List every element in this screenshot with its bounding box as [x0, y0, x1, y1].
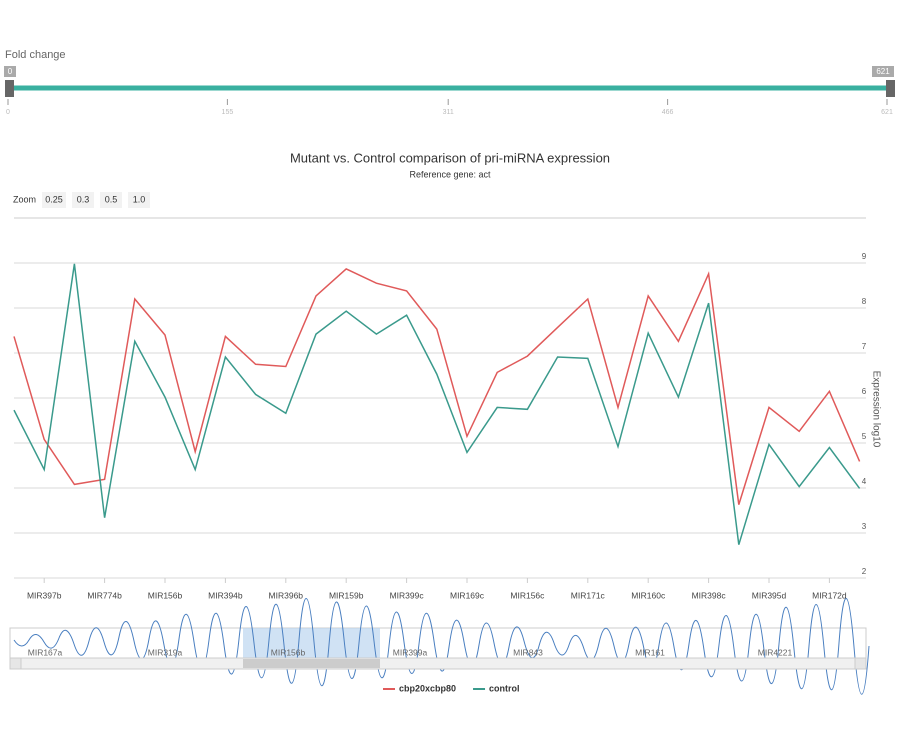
zoom-option[interactable]: 1.0 — [133, 194, 146, 204]
navigator-label: MIR161 — [635, 647, 665, 657]
x-tick-label: MIR171c — [571, 590, 606, 600]
zoom-button[interactable] — [100, 192, 122, 208]
x-tick-label: MIR399c — [390, 590, 425, 600]
navigator-line — [13, 598, 870, 695]
x-tick-label: MIR159b — [329, 590, 364, 600]
x-tick-label: MIR169c — [450, 590, 485, 600]
x-tick-label: MIR396b — [269, 590, 304, 600]
y-tick-label: 4 — [862, 477, 867, 486]
max-handle-box — [872, 66, 894, 77]
x-tick-label: MIR397b — [27, 590, 62, 600]
slider-tick-label: 621 — [881, 109, 893, 116]
x-tick-label: MIR156c — [510, 590, 545, 600]
slider-tick-label: 311 — [443, 109, 454, 116]
slider-tick-label: 466 — [662, 109, 674, 116]
zoom-label: Zoom — [13, 194, 36, 204]
scroll-right[interactable] — [854, 657, 867, 670]
slider-tick-label: 155 — [222, 109, 234, 116]
zoom-button[interactable] — [128, 192, 150, 208]
slider-label: Fold change — [5, 49, 66, 61]
y-axis-label: Expression log10 — [870, 371, 881, 448]
zoom-option[interactable]: 0.5 — [105, 194, 118, 204]
navigator-label: MIR4221 — [758, 647, 793, 657]
navigator-label: MIR319a — [148, 647, 183, 657]
x-tick-label: MIR774b — [87, 590, 122, 600]
min-handle-box — [4, 66, 16, 77]
max-handle[interactable] — [886, 80, 895, 97]
y-tick-label: 6 — [862, 387, 867, 396]
series-line — [13, 263, 861, 545]
legend-label[interactable]: cbp20xcbp80 — [399, 683, 456, 693]
y-tick-label: 7 — [862, 342, 867, 351]
navigator-label: MIR156b — [271, 647, 306, 657]
x-tick-label: MIR398c — [692, 590, 727, 600]
slider-tick-label: 0 — [6, 109, 10, 116]
navigator-selection[interactable] — [243, 628, 380, 658]
zoom-option[interactable]: 0.25 — [45, 194, 63, 204]
x-tick-label: MIR395d — [752, 590, 787, 600]
navigator-label: MIR167a — [28, 647, 63, 657]
scrollbar — [9, 657, 867, 670]
y-tick-label: 8 — [862, 297, 867, 306]
navigator-frame — [9, 627, 867, 659]
scroll-left[interactable] — [9, 657, 22, 670]
y-tick-label: 3 — [862, 522, 867, 531]
navigator-label: MIR399a — [393, 647, 428, 657]
scrollbar-thumb[interactable] — [243, 659, 380, 668]
navigator-label: MIR843 — [513, 647, 543, 657]
y-tick-label: 2 — [862, 567, 867, 576]
min-handle[interactable] — [5, 80, 14, 97]
x-tick-label: MIR160c — [631, 590, 666, 600]
legend-label[interactable]: control — [489, 683, 520, 693]
chart-subtitle: Reference gene: act — [409, 169, 491, 179]
x-tick-label: MIR172d — [812, 590, 847, 600]
zoom-button[interactable] — [42, 192, 66, 208]
zoom-option[interactable]: 0.3 — [77, 194, 90, 204]
y-tick-label: 9 — [862, 252, 867, 261]
max-handle-label: 621 — [876, 67, 890, 76]
series-line — [13, 268, 861, 505]
x-tick-label: MIR156b — [148, 590, 183, 600]
chart-title: Mutant vs. Control comparison of pri-miR… — [290, 150, 610, 165]
zoom-button[interactable] — [72, 192, 94, 208]
min-handle-label: 0 — [8, 67, 13, 76]
y-tick-label: 5 — [862, 432, 867, 441]
x-tick-label: MIR394b — [208, 590, 243, 600]
